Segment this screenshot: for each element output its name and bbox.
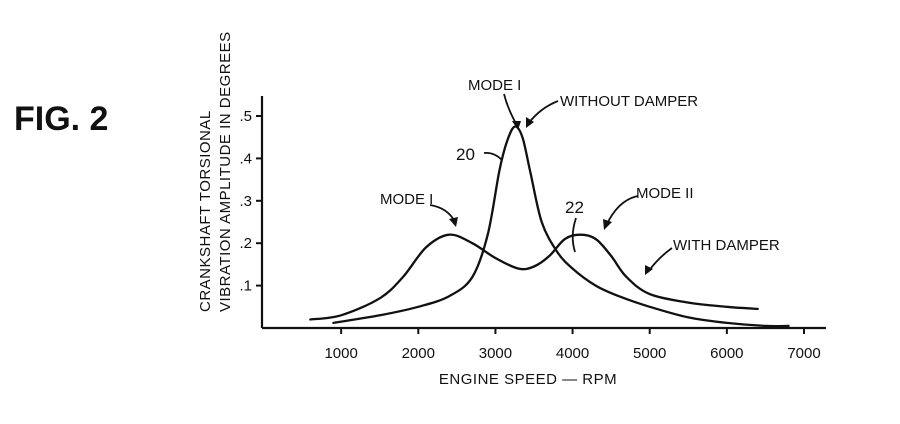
with-damper-arrow	[645, 265, 653, 275]
y-tick-label: .5	[239, 108, 252, 125]
x-tick-label: 5000	[633, 345, 666, 362]
x-axis-title: ENGINE SPEED — RPM	[439, 371, 617, 388]
x-tick-label: 1000	[324, 345, 357, 362]
series-line-with-damper	[309, 233, 759, 321]
without-damper-leader	[527, 100, 559, 125]
x-tick-label: 4000	[556, 345, 589, 362]
annotation-with-damper: WITH DAMPER	[673, 237, 780, 254]
without-damper-arrow	[526, 117, 534, 128]
annotation-leaders	[429, 93, 673, 275]
mode-ii-arrow	[603, 219, 612, 230]
axes	[260, 96, 826, 330]
x-tick-label: 7000	[787, 345, 820, 362]
y-tick-label: .3	[239, 193, 252, 210]
y-axis-title-line1: CRANKSHAFT TORSIONAL	[197, 110, 214, 312]
annotation-mode-i-left: MODE I	[380, 191, 433, 208]
figure-label: FIG. 2	[14, 100, 108, 138]
x-tick-label: 6000	[710, 345, 743, 362]
mode-i-top-arrow	[512, 121, 521, 130]
y-tick-label: .1	[239, 278, 252, 295]
annotation-ref-22: 22	[565, 198, 584, 217]
mode-ii-leader	[605, 195, 639, 227]
annotation-labels: MODE I WITHOUT DAMPER 20 MODE I 22 MODE …	[380, 77, 780, 254]
y-ticks: .1 .2 .3 .4 .5	[239, 108, 262, 295]
series-line-without-damper	[332, 125, 790, 328]
series-curves	[309, 125, 790, 328]
y-axis-title-line2: VIBRATION AMPLITUDE IN DEGREES	[217, 31, 234, 312]
x-tick-label: 3000	[479, 345, 512, 362]
ref-22-leader	[571, 217, 577, 253]
y-tick-label: .4	[239, 150, 252, 167]
annotation-without-damper: WITHOUT DAMPER	[560, 93, 698, 110]
mode-i-left-arrow	[449, 217, 458, 227]
annotation-ref-20: 20	[456, 145, 475, 164]
annotation-mode-ii: MODE II	[636, 185, 694, 202]
x-tick-label: 2000	[402, 345, 435, 362]
annotation-mode-i-top: MODE I	[468, 77, 521, 94]
ref-20-leader	[483, 151, 503, 161]
y-tick-label: .2	[239, 235, 252, 252]
x-ticks: 1000 2000 3000 4000 5000 6000 7000	[324, 328, 821, 362]
